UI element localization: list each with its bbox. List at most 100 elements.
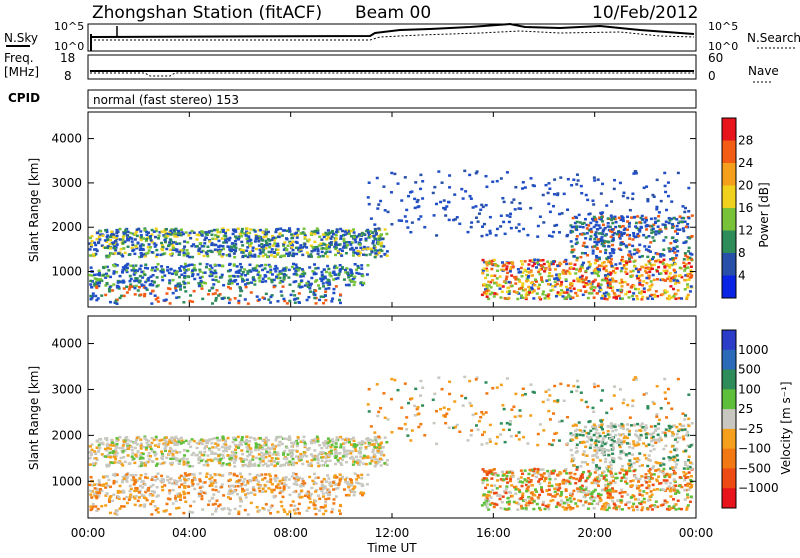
scatter-cell <box>533 290 536 293</box>
scatter-cell <box>672 276 675 279</box>
scatter-cell <box>573 263 576 266</box>
scatter-cell <box>687 418 690 421</box>
scatter-cell <box>597 385 600 388</box>
scatter-cell <box>526 234 529 237</box>
scatter-cell <box>179 285 182 288</box>
scatter-cell <box>441 388 444 391</box>
scatter-cell <box>552 439 555 442</box>
scatter-cell <box>631 405 634 408</box>
scatter-cell <box>554 268 557 271</box>
scatter-cell <box>153 281 156 284</box>
colorbar-tick-label: 4 <box>738 269 746 283</box>
scatter-cell <box>588 292 591 295</box>
scatter-cell <box>664 236 667 239</box>
scatter-cell <box>444 214 447 217</box>
scatter-cell <box>120 505 123 508</box>
scatter-cell <box>151 290 154 293</box>
scatter-cell <box>480 235 483 238</box>
scatter-cell <box>417 426 420 429</box>
scatter-cell <box>674 275 677 278</box>
scatter-cell <box>563 297 566 300</box>
scatter-cell <box>244 234 247 237</box>
scatter-cell <box>147 277 150 280</box>
scatter-cell <box>277 457 280 460</box>
scatter-cell <box>106 238 109 241</box>
scatter-cell <box>610 236 613 239</box>
scatter-cell <box>340 464 343 467</box>
scatter-cell <box>221 508 224 511</box>
scatter-cell <box>327 497 330 500</box>
scatter-cell <box>496 270 499 273</box>
scatter-cell <box>90 243 93 246</box>
scatter-cell <box>602 244 605 247</box>
scatter-cell <box>575 238 578 241</box>
scatter-cell <box>119 228 122 231</box>
scatter-cell <box>518 438 521 441</box>
scatter-cell <box>433 422 436 425</box>
scatter-cell <box>186 241 189 244</box>
scatter-cell <box>631 399 634 402</box>
scatter-cell <box>244 298 247 301</box>
scatter-cell <box>203 255 206 258</box>
scatter-cell <box>269 481 272 484</box>
scatter-cell <box>112 482 115 485</box>
scatter-cell <box>361 485 364 488</box>
scatter-cell <box>180 228 183 231</box>
scatter-cell <box>205 476 208 479</box>
scatter-cell <box>208 438 211 441</box>
scatter-cell <box>278 270 281 273</box>
scatter-cell <box>527 267 530 270</box>
scatter-cell <box>636 508 639 511</box>
scatter-cell <box>186 450 189 453</box>
y-tick-label: 1000 <box>51 265 82 279</box>
scatter-cell <box>346 482 349 485</box>
scatter-cell <box>241 244 244 247</box>
scatter-cell <box>334 452 337 455</box>
scatter-cell <box>505 268 508 271</box>
scatter-cell <box>672 250 675 253</box>
scatter-cell <box>313 441 316 444</box>
scatter-cell <box>382 185 385 188</box>
scatter-cell <box>528 291 531 294</box>
scatter-cell <box>123 295 126 298</box>
scatter-cell <box>258 280 261 283</box>
scatter-cell <box>102 274 105 277</box>
scatter-cell <box>241 280 244 283</box>
scatter-cell <box>358 442 361 445</box>
scatter-cell <box>291 241 294 244</box>
scatter-cell <box>155 227 158 230</box>
scatter-cell <box>542 429 545 432</box>
scatter-cell <box>515 226 518 229</box>
scatter-cell <box>592 410 595 413</box>
scatter-cell <box>283 229 286 232</box>
scatter-cell <box>654 295 657 298</box>
scatter-cell <box>500 177 503 180</box>
scatter-cell <box>475 172 478 175</box>
scatter-cell <box>619 249 622 252</box>
scatter-cell <box>314 438 317 441</box>
scatter-cell <box>534 278 537 281</box>
scatter-cell <box>308 476 311 479</box>
scatter-cell <box>277 249 280 252</box>
scatter-cell <box>589 235 592 238</box>
scatter-cell <box>604 274 607 277</box>
scatter-cell <box>548 279 551 282</box>
scatter-cell <box>622 220 625 223</box>
scatter-cell <box>547 297 550 300</box>
scatter-cell <box>168 282 171 285</box>
scatter-cell <box>135 439 138 442</box>
scatter-cell <box>232 441 235 444</box>
scatter-cell <box>273 242 276 245</box>
scatter-cell <box>624 480 627 483</box>
scatter-cell <box>161 268 164 271</box>
colorbar-segment <box>722 118 736 141</box>
scatter-cell <box>135 246 138 249</box>
scatter-cell <box>90 286 93 289</box>
scatter-cell <box>237 302 240 305</box>
scatter-cell <box>173 444 176 447</box>
scatter-cell <box>655 500 658 503</box>
scatter-cell <box>417 218 420 221</box>
scatter-cell <box>684 252 687 255</box>
scatter-cell <box>129 275 132 278</box>
scatter-cell <box>521 485 524 488</box>
